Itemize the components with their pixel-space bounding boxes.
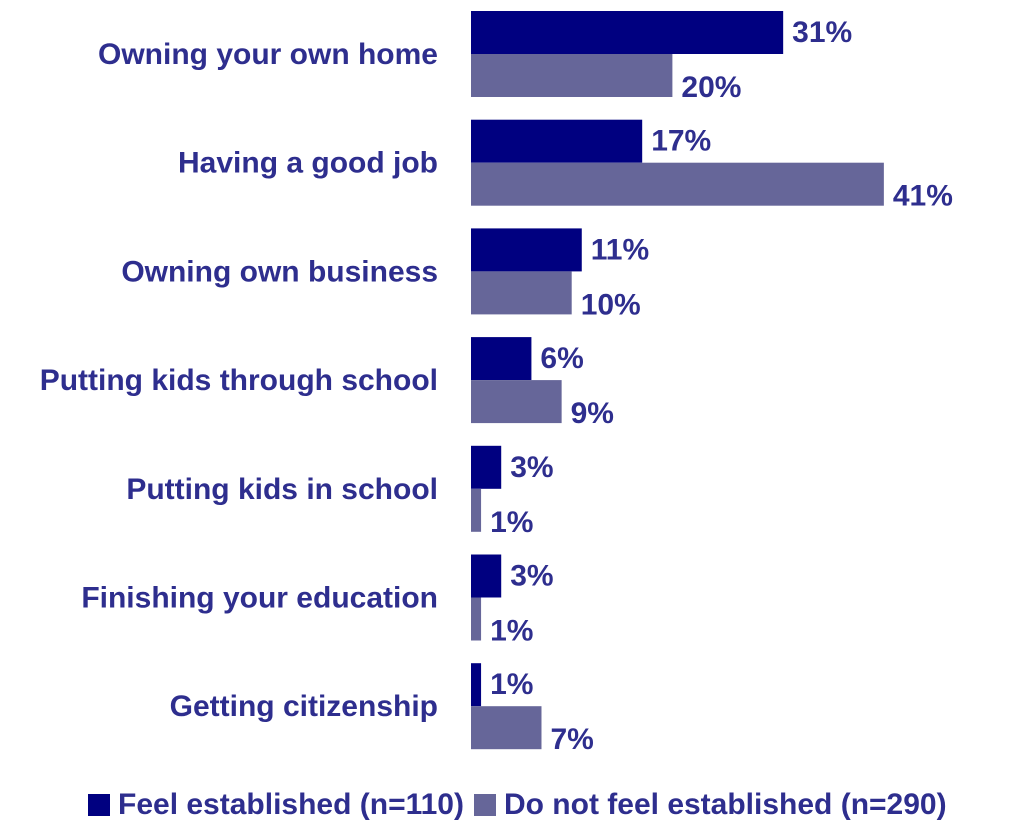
category-label-owning-own-business: Owning own business xyxy=(121,255,438,288)
category-label-having-a-good-job: Having a good job xyxy=(178,147,438,180)
value-label-getting-citizenship-series-1: 7% xyxy=(550,723,593,756)
category-label-putting-kids-in-school: Putting kids in school xyxy=(126,473,438,506)
legend-swatch-feel-established xyxy=(88,794,110,816)
category-label-finishing-your-education: Finishing your education xyxy=(81,582,438,615)
bar-getting-citizenship-series-1 xyxy=(471,706,542,750)
bar-getting-citizenship-series-0 xyxy=(471,663,482,707)
bar-chart: Owning your own home 31% 20% Having a good … xyxy=(40,11,953,756)
legend-swatch-not-feel-established xyxy=(473,794,496,816)
value-label-finishing-your-education-series-1: 1% xyxy=(490,615,533,648)
value-label-putting-kids-in-school-series-1: 1% xyxy=(490,506,533,539)
value-label-owning-your-own-home-series-1: 20% xyxy=(681,71,741,104)
value-label-getting-citizenship-series-0: 1% xyxy=(490,668,533,701)
bar-putting-kids-in-school-series-0 xyxy=(471,445,502,489)
value-label-owning-own-business-series-1: 10% xyxy=(581,288,641,321)
bar-having-a-good-job-series-0 xyxy=(471,119,643,163)
bar-putting-kids-in-school-series-1 xyxy=(471,488,482,532)
bar-owning-own-business-series-0 xyxy=(471,228,582,272)
bar-owning-own-business-series-1 xyxy=(471,271,572,315)
bar-owning-your-own-home-series-0 xyxy=(471,11,784,54)
category-label-owning-your-own-home: Owning your own home xyxy=(98,38,438,71)
bar-owning-your-own-home-series-1 xyxy=(471,54,673,97)
value-label-having-a-good-job-series-1: 41% xyxy=(893,180,953,213)
bar-finishing-your-education-series-0 xyxy=(471,554,502,598)
bar-having-a-good-job-series-1 xyxy=(471,162,884,206)
category-label-putting-kids-through-school: Putting kids through school xyxy=(40,364,438,397)
value-label-finishing-your-education-series-0: 3% xyxy=(510,560,553,593)
value-label-owning-own-business-series-0: 11% xyxy=(591,233,649,266)
value-label-having-a-good-job-series-0: 17% xyxy=(651,125,711,158)
value-label-owning-your-own-home-series-0: 31% xyxy=(792,16,852,49)
chart-legend: Feel established (n=110) Do not feel est… xyxy=(88,788,957,822)
legend-item-feel-established: Feel established (n=110) xyxy=(88,788,464,822)
category-label-getting-citizenship: Getting citizenship xyxy=(170,690,438,723)
legend-item-not-feel-established: Do not feel established (n=290) xyxy=(473,788,947,822)
legend-label-feel-established: Feel established (n=110) xyxy=(118,788,464,821)
value-label-putting-kids-in-school-series-0: 3% xyxy=(510,451,553,484)
value-label-putting-kids-through-school-series-0: 6% xyxy=(540,342,583,375)
bar-putting-kids-through-school-series-0 xyxy=(471,337,532,381)
bar-putting-kids-through-school-series-1 xyxy=(471,380,562,424)
legend-label-not-feel-established: Do not feel established (n=290) xyxy=(503,788,947,821)
value-label-putting-kids-through-school-series-1: 9% xyxy=(571,397,614,430)
bar-finishing-your-education-series-1 xyxy=(471,597,482,641)
